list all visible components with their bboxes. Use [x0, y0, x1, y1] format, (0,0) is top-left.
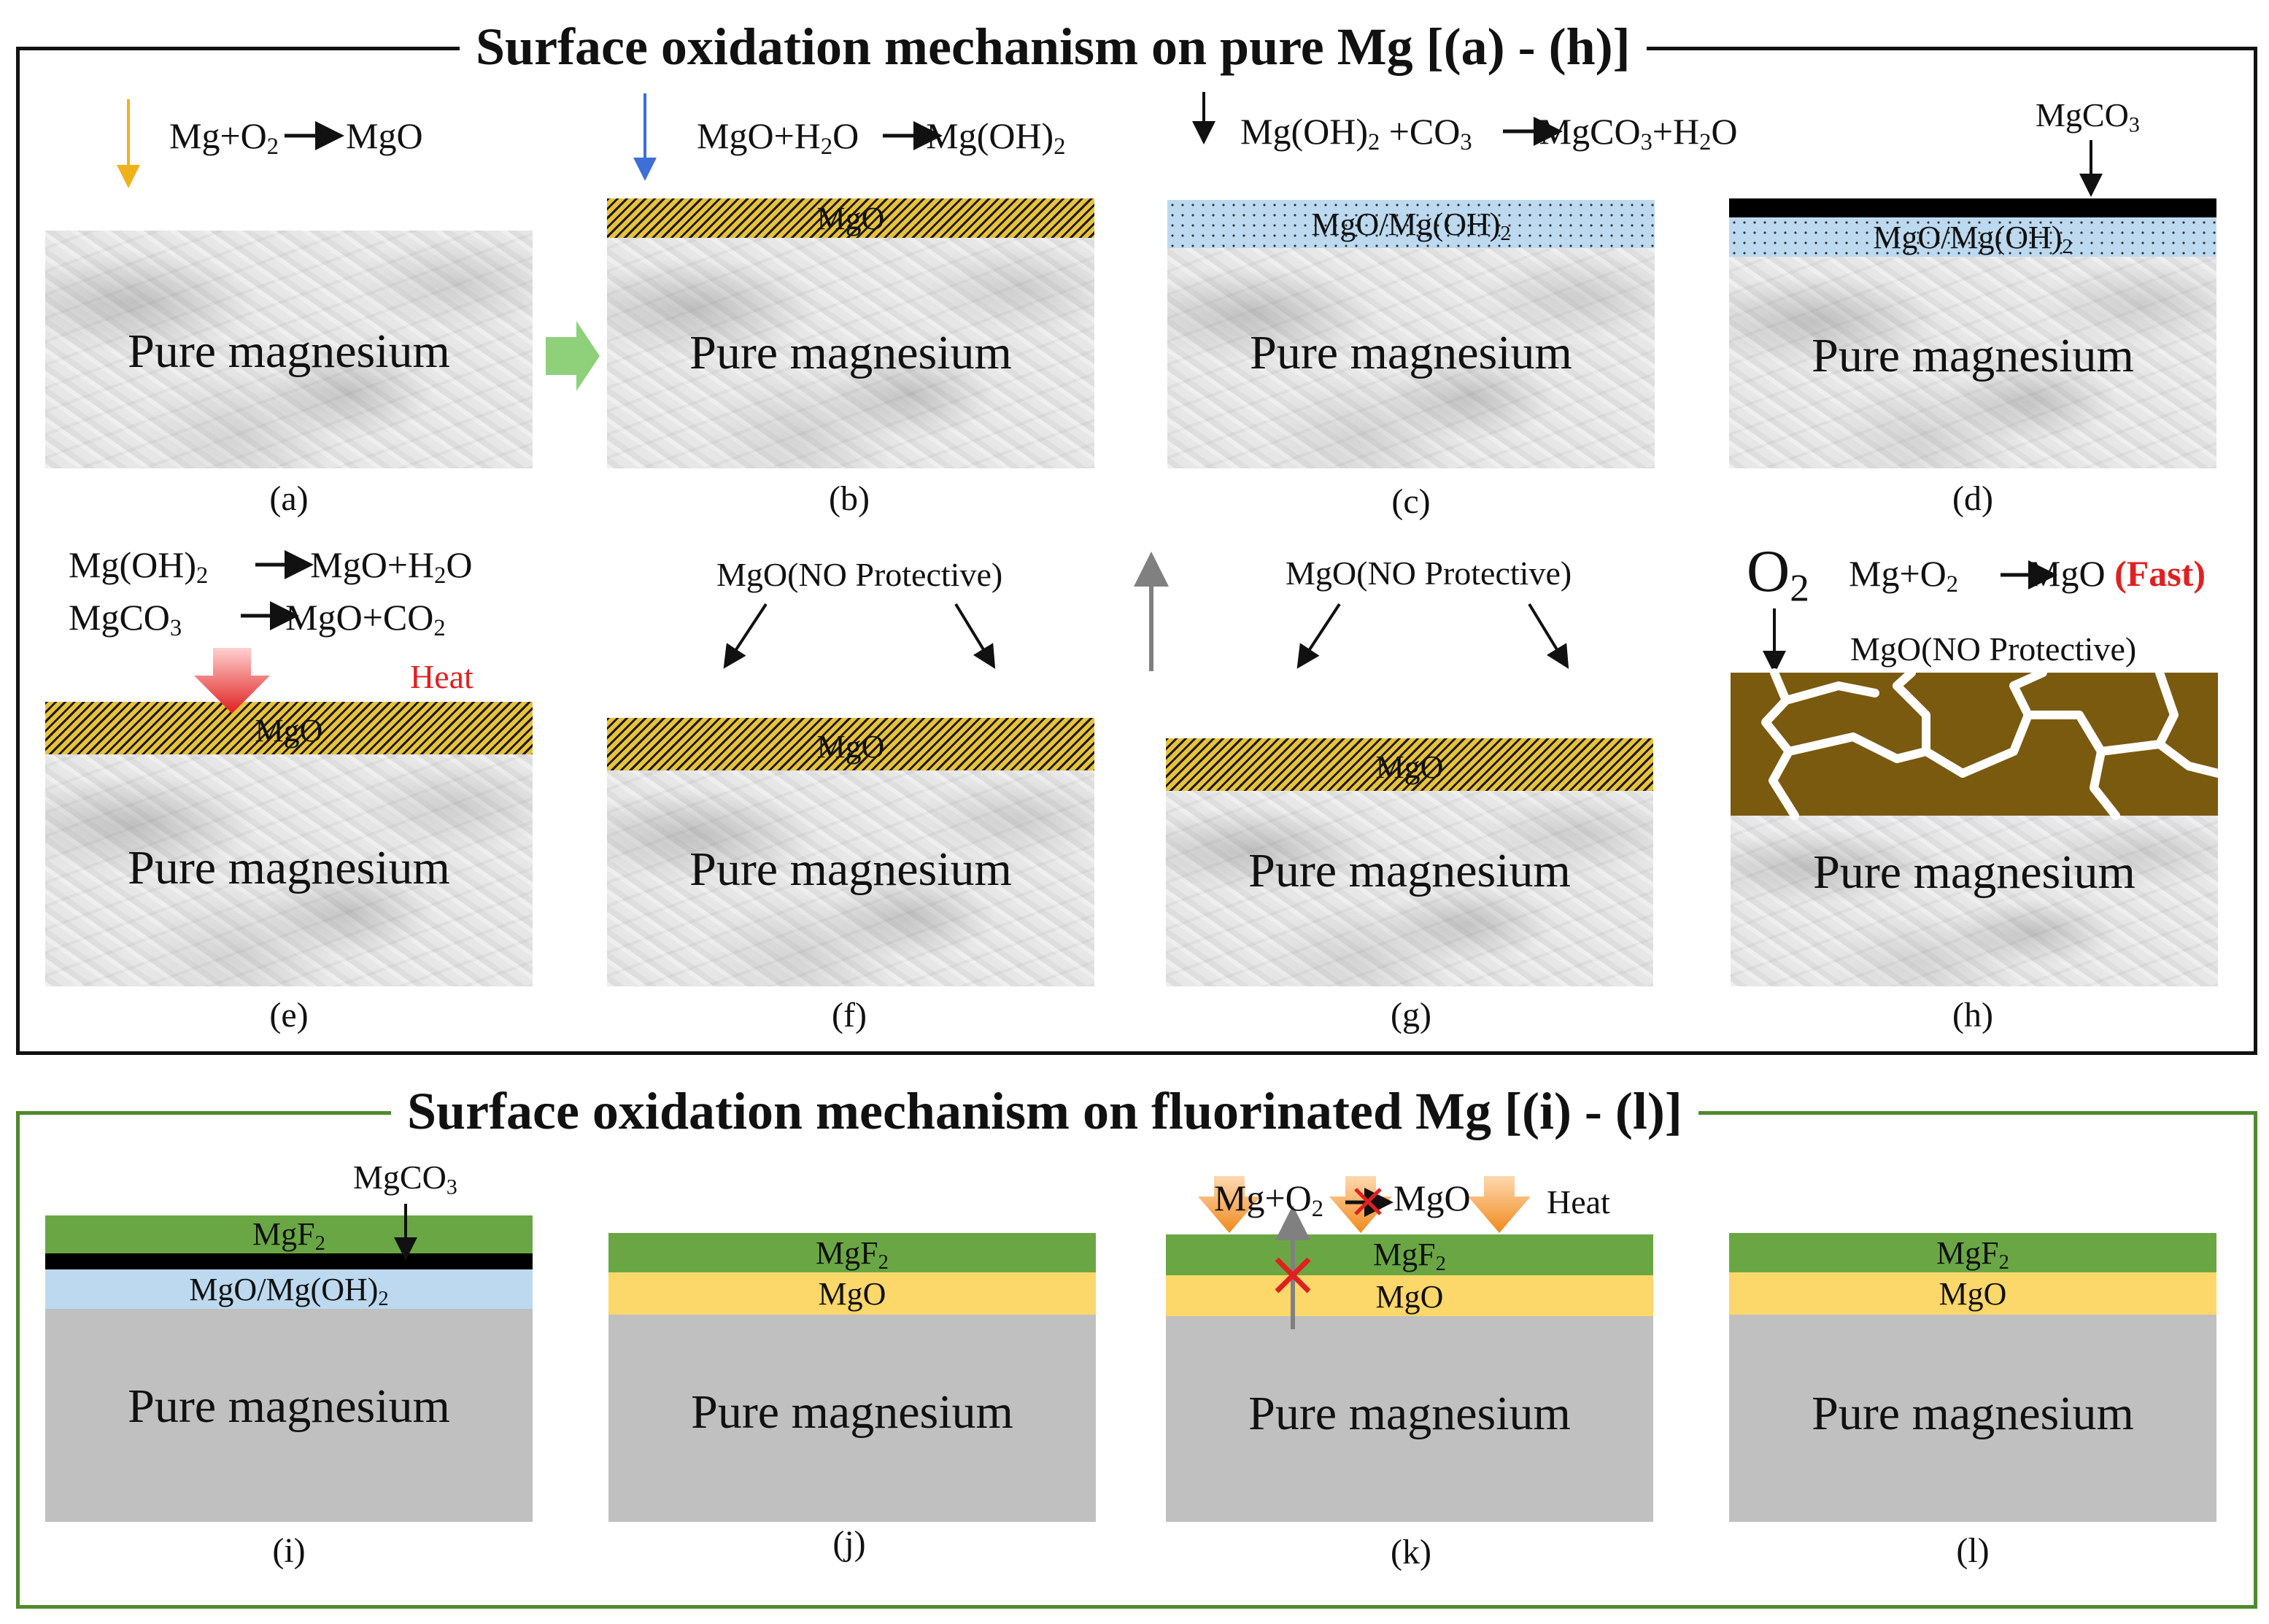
caption-c: (c) [1391, 482, 1431, 521]
heat-label-k: Heat [1547, 1183, 1610, 1221]
panel-a-substrate: Pure magnesium [45, 231, 533, 468]
caption-i: (i) [272, 1531, 306, 1570]
pure-mg-title: Surface oxidation mechanism on pure Mg [… [460, 16, 1647, 77]
equation-e2: MgCO3 MgO+CO2 [69, 597, 446, 642]
equation-k: Mg+O2 MgO [1214, 1178, 1471, 1223]
panel-l-substrate: Pure magnesium [1729, 1315, 2216, 1522]
equation-b: MgO+H2O Mg(OH)2 [697, 115, 1066, 161]
panel-k-substrate: Pure magnesium [1166, 1316, 1653, 1522]
caption-h: (h) [1952, 996, 1993, 1035]
substrate-label: Pure magnesium [1248, 844, 1571, 897]
substrate-label: Pure magnesium [689, 843, 1012, 896]
mgf2-layer-k: MgF2 [1166, 1234, 1653, 1275]
panel-e-substrate: Pure magnesium [45, 754, 533, 986]
panel-h-substrate: Pure magnesium [1731, 816, 2218, 986]
substrate-label: Pure magnesium [1812, 329, 2134, 382]
mgco3-label-d: MgCO3 [2036, 96, 2140, 137]
mgo-layer-j: MgO [608, 1272, 1096, 1315]
panel-c-substrate: Pure magnesium [1167, 248, 1655, 468]
panel-b-substrate: Pure magnesium [607, 238, 1094, 468]
substrate-label: Pure magnesium [1813, 846, 2135, 899]
substrate-label: Pure magnesium [128, 841, 450, 894]
mgf2-layer-i: MgF2 [45, 1215, 533, 1254]
mgo-layer-b: MgO [607, 198, 1094, 238]
panel-g-substrate: Pure magnesium [1166, 791, 1653, 986]
caption-d: (d) [1952, 479, 1993, 518]
substrate-label: Pure magnesium [1812, 1387, 2134, 1440]
mgco3-layer-d [1729, 198, 2216, 217]
substrate-label: Pure magnesium [128, 1380, 450, 1433]
caption-l: (l) [1956, 1531, 1990, 1570]
caption-k: (k) [1391, 1533, 1431, 1571]
caption-b: (b) [829, 479, 870, 518]
mgco3-layer-i [45, 1253, 533, 1269]
substrate-label: Pure magnesium [691, 1385, 1013, 1439]
nonprotective-mgo-layer-h [1731, 673, 2218, 816]
mgo-layer-f: MgO [607, 718, 1094, 770]
caption-a: (a) [269, 479, 309, 518]
mgo-layer-k: MgO [1166, 1275, 1653, 1316]
fast-label: (Fast) [2114, 553, 2206, 594]
caption-e: (e) [269, 996, 309, 1035]
mgo-layer-e: MgO [45, 702, 533, 754]
mgo-layer-g: MgO [1166, 738, 1653, 791]
panel-f-substrate: Pure magnesium [607, 770, 1094, 986]
substrate-label: Pure magnesium [689, 326, 1012, 379]
fluorinated-mg-title: Surface oxidation mechanism on fluorinat… [391, 1080, 1698, 1142]
substrate-label: Pure magnesium [1248, 1387, 1571, 1440]
panel-d-substrate: Pure magnesium [1729, 257, 2216, 468]
mgo-mgoh2-layer-d: MgO/Mg(OH)2 [1729, 217, 2216, 258]
panel-j-substrate: Pure magnesium [608, 1315, 1096, 1522]
heat-label-e: Heat [410, 658, 473, 695]
equation-c: Mg(OH)2 +CO3 MgCO3+H2O [1240, 111, 1738, 156]
mgo-layer-l: MgO [1729, 1272, 2216, 1315]
equation-a: Mg+O2 MgO [169, 115, 423, 161]
o2-label-h: O2 [1747, 538, 1809, 610]
mgf2-layer-l: MgF2 [1729, 1233, 2216, 1273]
caption-j: (j) [832, 1524, 866, 1563]
equation-h: Mg+O2 MgO (Fast) [1849, 553, 2206, 598]
caption-g: (g) [1391, 996, 1431, 1035]
mgo-mgoh2-layer-i: MgO/Mg(OH)2 [45, 1269, 533, 1310]
equation-e1: Mg(OH)2 MgO+H2O [69, 544, 473, 589]
no-protective-label-g: MgO(NO Protective) [1286, 554, 1572, 592]
panel-i-substrate: Pure magnesium [45, 1309, 533, 1522]
caption-f: (f) [832, 996, 867, 1035]
substrate-label: Pure magnesium [128, 325, 450, 378]
no-protective-label-h: MgO(NO Protective) [1850, 630, 2137, 668]
mgo-mgoh2-layer-c: MgO/Mg(OH)2 [1167, 200, 1655, 248]
mgco3-label-i: MgCO3 [353, 1159, 457, 1199]
no-protective-label-f: MgO(NO Protective) [716, 556, 1003, 593]
mgf2-layer-j: MgF2 [608, 1233, 1096, 1273]
substrate-label: Pure magnesium [1250, 326, 1572, 379]
